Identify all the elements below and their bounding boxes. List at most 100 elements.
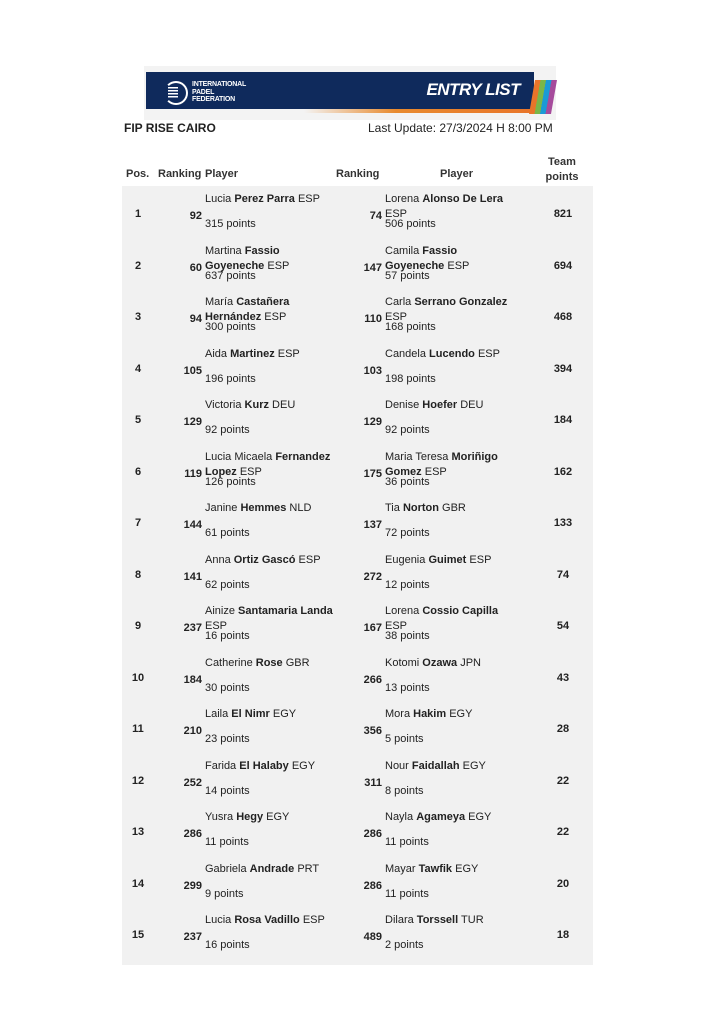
player-cell: Lucia Perez Parra ESP 315 points: [205, 192, 335, 232]
surname: Rose: [255, 656, 283, 669]
table-row: 13 286 Yusra Hegy EGY 11 points 286 Nayla A…: [122, 806, 593, 858]
player-points: 11 points: [385, 887, 429, 900]
position: 4: [134, 362, 142, 375]
player-points: 62 points: [205, 578, 250, 591]
surname: Hakim: [413, 708, 447, 720]
player-cell: Janine Hemmes NLD 61 points: [205, 501, 335, 541]
position: 1: [134, 208, 142, 220]
position: 11: [132, 723, 144, 735]
player-points: 12 points: [385, 578, 430, 591]
nationality: ESP: [466, 553, 492, 566]
first-name: Gabriela: [205, 862, 250, 875]
surname: Ozawa: [422, 656, 458, 669]
col-pos: Pos.: [126, 168, 150, 180]
player-cell: Yusra Hegy EGY 11 points: [205, 810, 335, 850]
player-points: 16 points: [205, 630, 250, 642]
banner-stripes: [529, 80, 557, 114]
surname: Fassio Goyeneche: [205, 244, 280, 272]
first-name: Lorena: [385, 193, 423, 205]
nationality: GBR: [282, 656, 310, 669]
player-points: 506 points: [385, 218, 436, 230]
position: 12: [131, 774, 145, 787]
player-name: Anna Ortiz Gascó ESP: [205, 553, 335, 578]
surname: Fernandez Lopez: [205, 450, 331, 478]
player-cell: Eugenia Guimet ESP 12 points: [385, 553, 515, 593]
nationality: ESP: [236, 465, 262, 478]
team-points: 22: [556, 774, 570, 787]
table-row: 14 299 Gabriela Andrade PRT 9 points 286 Ma…: [122, 858, 593, 910]
nationality: ESP: [205, 620, 228, 632]
first-name: Martina: [205, 244, 245, 257]
player-cell: Lorena Cossio Capilla ESP 38 points: [385, 604, 515, 644]
nationality: EGY: [446, 708, 473, 720]
player-cell: Mayar Tawfik EGY 11 points: [385, 862, 515, 902]
nationality: ESP: [385, 620, 408, 632]
first-name: Lucia: [205, 914, 235, 926]
header-banner: INTERNATIONAL PADEL FEDERATION ENTRY LIST: [144, 66, 557, 120]
nationality: NLD: [286, 502, 312, 514]
player-points: 36 points: [385, 475, 430, 488]
first-name: Denise: [385, 399, 423, 411]
nationality: DEU: [269, 399, 296, 411]
banner-accent: [304, 109, 534, 113]
player-points: 30 points: [205, 681, 250, 694]
ranking-2: 266: [363, 673, 382, 686]
player-points: 637 points: [205, 269, 256, 282]
player-name: Maria Teresa Moriñigo Gomez ESP: [385, 450, 515, 478]
team-points: 43: [556, 671, 570, 684]
player-points: 13 points: [385, 681, 430, 694]
team-points: 694: [553, 259, 573, 272]
team-points: 133: [553, 517, 573, 529]
ranking-2: 356: [363, 725, 382, 737]
ranking-1: 237: [183, 622, 202, 634]
player-points: 23 points: [205, 733, 250, 745]
nationality: EGY: [263, 811, 290, 823]
table-row: 7 144 Janine Hemmes NLD 61 points 137 Tia N…: [122, 497, 593, 549]
player-name: Lorena Alonso De Lera ESP: [385, 192, 515, 220]
team-points: 74: [556, 568, 570, 581]
first-name: Nour: [385, 759, 412, 772]
ranking-1: 144: [183, 519, 202, 531]
player-points: 300 points: [205, 321, 256, 333]
player-cell: Anna Ortiz Gascó ESP 62 points: [205, 553, 335, 593]
player-points: 315 points: [205, 218, 256, 230]
table-row: 8 141 Anna Ortiz Gascó ESP 62 points 272 Eu…: [122, 549, 593, 601]
surname: Rosa Vadillo: [234, 914, 300, 926]
position: 3: [134, 311, 142, 323]
player-cell: Lucia Rosa Vadillo ESP 16 points: [205, 913, 335, 953]
ranking-2: 286: [363, 828, 382, 840]
player-cell: Lorena Alonso De Lera ESP 506 points: [385, 192, 515, 232]
surname: El Nimr: [231, 708, 270, 720]
player-points: 72 points: [385, 527, 430, 539]
surname: Perez Parra: [234, 193, 295, 205]
table-row: 10 184 Catherine Rose GBR 30 points 266 Kot…: [122, 652, 593, 704]
surname: Fassio Goyeneche: [385, 244, 458, 272]
player-name: Mora Hakim EGY: [385, 707, 515, 732]
team-points: 821: [553, 208, 573, 220]
first-name: María: [205, 296, 237, 308]
team-points: 18: [556, 929, 570, 941]
col-ranking-1: Ranking: [158, 168, 202, 180]
nationality: PRT: [294, 862, 320, 875]
nationality: ESP: [295, 553, 321, 566]
surname: Kurz: [244, 399, 269, 411]
player-points: 61 points: [205, 527, 250, 539]
nationality: ESP: [264, 259, 290, 272]
banner-background: INTERNATIONAL PADEL FEDERATION ENTRY LIST: [146, 72, 534, 109]
player-name: Catherine Rose GBR: [205, 656, 335, 681]
ranking-2: 311: [364, 776, 382, 789]
first-name: Kotomi: [385, 656, 423, 669]
surname: Andrade: [249, 862, 295, 875]
player-name: Nour Faidallah EGY: [385, 759, 515, 784]
nationality: EGY: [269, 708, 297, 720]
table-row: 1 92 Lucia Perez Parra ESP 315 points 74 Lo…: [122, 188, 593, 240]
position: 5: [134, 414, 142, 426]
ranking-1: 129: [183, 416, 202, 428]
col-team-points-line1: Team: [548, 156, 576, 168]
player-cell: Candela Lucendo ESP 198 points: [385, 347, 515, 387]
ranking-1: 141: [183, 570, 202, 583]
col-ranking-2: Ranking: [336, 168, 380, 180]
first-name: Maria Teresa: [385, 450, 452, 463]
nationality: ESP: [274, 347, 300, 360]
col-team-points-line2: points: [545, 171, 579, 183]
